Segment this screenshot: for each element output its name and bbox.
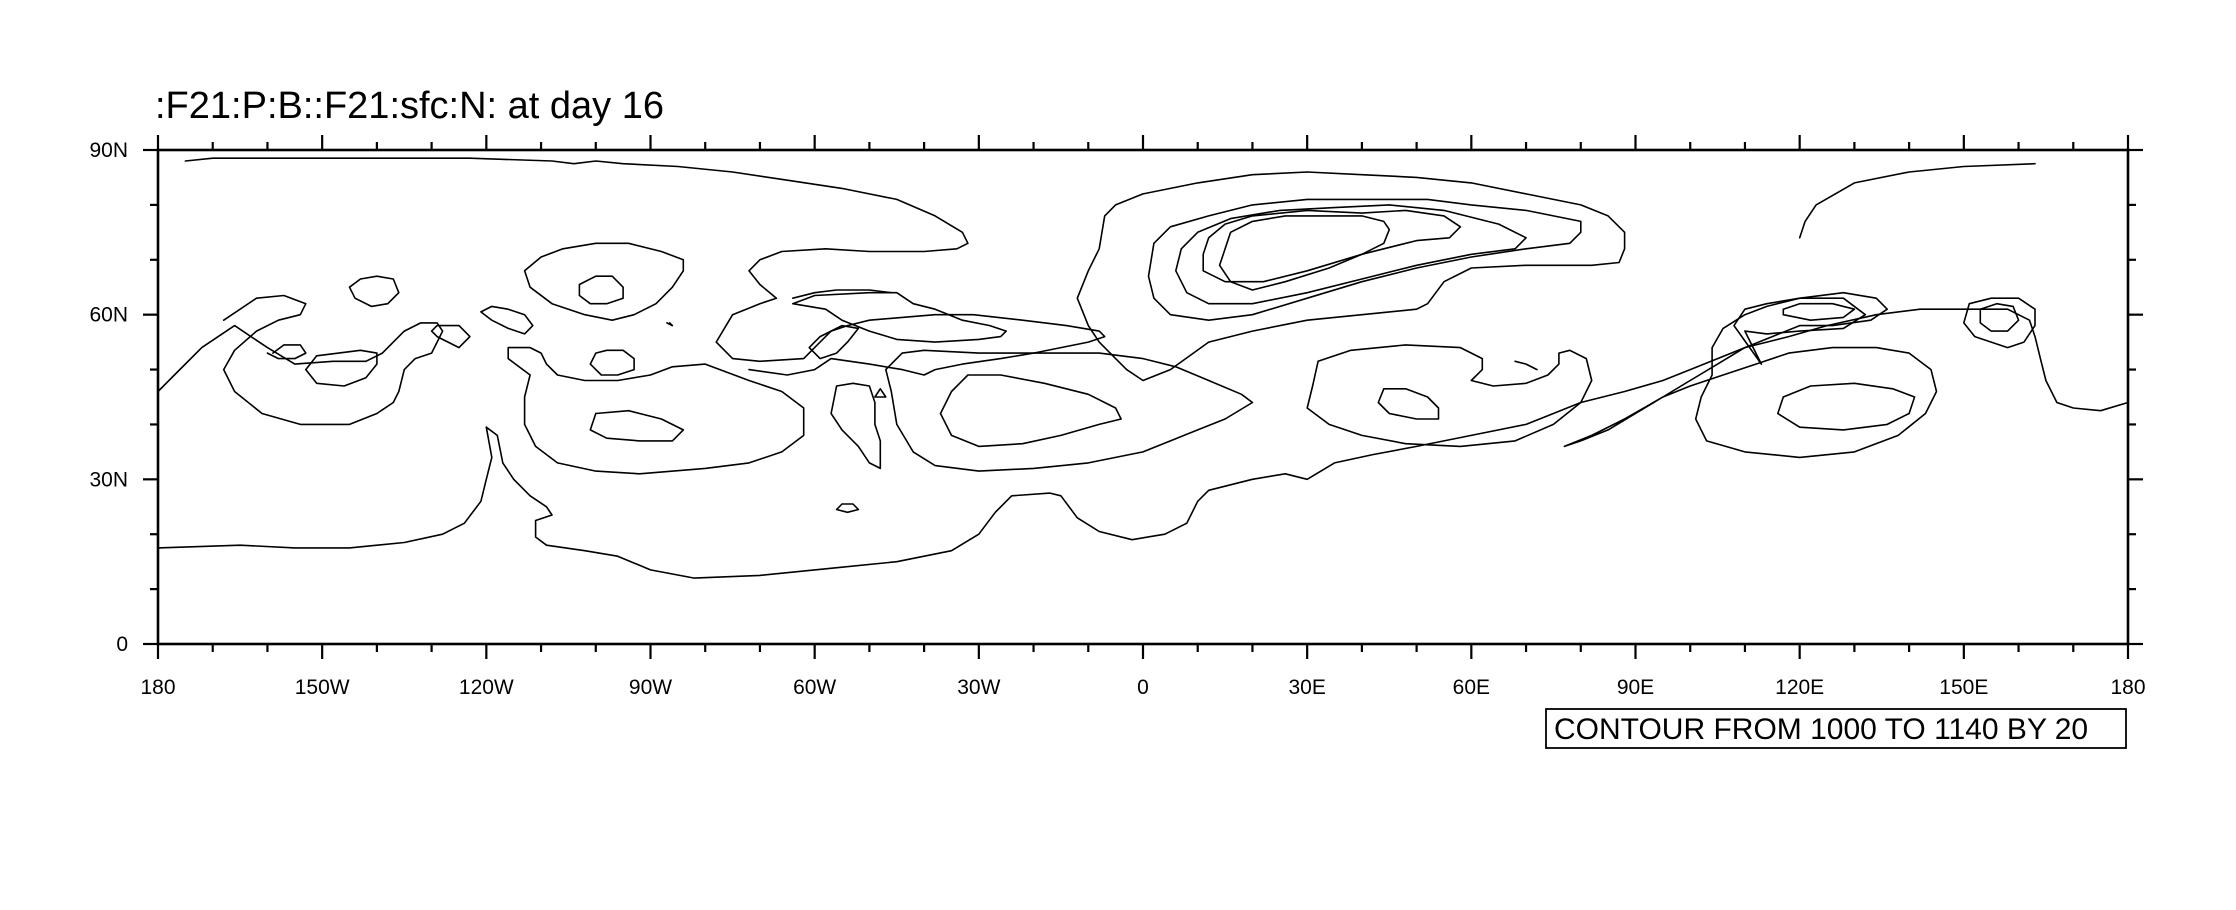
contour-line [885, 349, 1254, 472]
plot-title: :F21:P:B::F21:sfc:N: at day 16 [155, 85, 664, 127]
contour-line [1563, 291, 1938, 459]
contour-info-box [1545, 708, 2127, 749]
y-tick-label: 30N [89, 468, 128, 491]
x-tick-label: 180 [2110, 676, 2145, 699]
axis-ticks [143, 135, 2143, 659]
contour-line [1377, 388, 1440, 420]
contour-line [1777, 382, 1916, 431]
contour-line [808, 324, 860, 360]
contour-line [874, 388, 887, 398]
contour-line [830, 382, 882, 470]
contour-line [1218, 215, 1391, 291]
contour-line [578, 275, 624, 305]
contour-line [507, 346, 805, 475]
x-tick-label: 120W [459, 676, 514, 699]
contour-line [666, 322, 674, 327]
contour-line [157, 426, 493, 549]
contour-line [1782, 302, 1856, 321]
contour-line [1733, 297, 1867, 365]
contour-line [266, 344, 307, 360]
contour-line [523, 242, 685, 321]
contour-lines [157, 157, 2129, 612]
x-tick-label: 0 [1137, 676, 1149, 699]
x-tick-label: 150E [1939, 676, 1988, 699]
contour-line [1306, 344, 1593, 448]
contour-line [1979, 302, 2020, 332]
contour-line [184, 157, 1106, 376]
contour-line [430, 324, 471, 349]
x-tick-label: 60E [1453, 676, 1490, 699]
contour-line [835, 503, 860, 514]
contour-line [939, 374, 1122, 448]
contour-line [348, 275, 400, 308]
x-tick-label: 30E [1288, 676, 1325, 699]
contour-line [589, 349, 635, 376]
contour-info-label: CONTOUR FROM 1000 TO 1140 BY 20 [1554, 713, 2088, 746]
x-tick-label: 90E [1617, 676, 1654, 699]
contour-line [1147, 198, 1582, 321]
y-tick-label: 90N [89, 139, 128, 162]
contour-line [1202, 209, 1462, 283]
contour-line [1963, 297, 2036, 349]
y-tick-label: 0 [116, 633, 128, 656]
contour-line [480, 305, 534, 335]
contour-line [157, 294, 444, 426]
contour-line [792, 289, 893, 299]
y-axis-labels: 0 30N 60N 90N [89, 139, 128, 656]
x-tick-label: 120E [1775, 676, 1824, 699]
contour-line [305, 349, 378, 387]
contour-line [1076, 171, 1626, 382]
contour-line [1514, 360, 1538, 371]
x-tick-label: 150W [295, 676, 350, 699]
x-tick-label: 90W [629, 676, 672, 699]
x-tick-label: 30W [957, 676, 1000, 699]
x-tick-label: 180 [140, 676, 175, 699]
x-tick-label: 60W [793, 676, 836, 699]
map-frame [156, 148, 2130, 646]
y-tick-label: 60N [89, 304, 128, 327]
contour-line [1798, 162, 2036, 239]
contour-line [1175, 204, 1527, 305]
contour-line [485, 308, 2129, 579]
contour-line [589, 409, 685, 442]
x-axis-labels: 180 150W 120W 90W 60W 30W 0 30E 60E 90E 120E 150E 18… [140, 676, 2145, 699]
